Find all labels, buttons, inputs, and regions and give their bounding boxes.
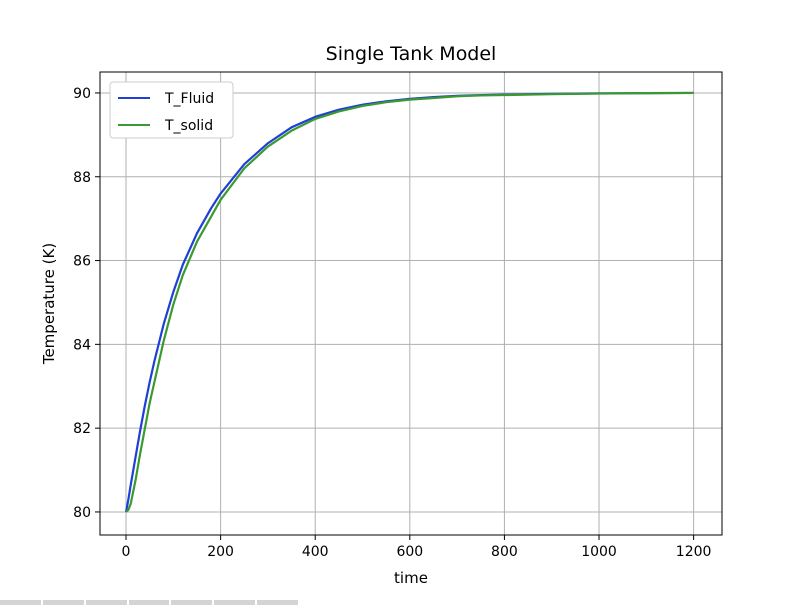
toolbar-segment [128, 600, 170, 605]
plot-frame [99, 71, 723, 536]
x-tick-label: 600 [396, 544, 423, 560]
y-axis-ticks: 80 82 84 86 88 90 [73, 86, 100, 521]
toolbar-segment [171, 600, 213, 605]
bottom-toolbar-strip [0, 600, 300, 605]
legend-label-t-solid: T_solid [164, 118, 213, 134]
grid [100, 72, 722, 535]
series-lines [124, 91, 694, 513]
y-tick-label: 88 [73, 170, 91, 186]
toolbar-segment [257, 600, 299, 605]
y-axis-label: Temperature (K) [40, 243, 58, 365]
legend-label-t-fluid: T_Fluid [164, 91, 214, 107]
y-tick-label: 86 [73, 254, 91, 270]
chart-title: Single Tank Model [326, 43, 497, 65]
toolbar-segment [85, 600, 127, 605]
y-tick-label: 84 [73, 337, 91, 353]
x-axis-label: time [394, 569, 428, 587]
y-tick-label: 90 [73, 86, 91, 102]
series-line-t-solid [125, 91, 694, 513]
x-tick-label: 200 [207, 544, 234, 560]
x-tick-label: 1000 [581, 544, 617, 560]
toolbar-segment [42, 600, 84, 605]
x-tick-label: 800 [491, 544, 518, 560]
toolbar-segment [214, 600, 256, 605]
y-tick-label: 82 [73, 421, 91, 437]
legend: T_Fluid T_solid [109, 81, 234, 139]
x-tick-label: 1200 [676, 544, 712, 560]
x-tick-label: 0 [122, 544, 131, 560]
x-axis-ticks: 0 200 400 600 800 1000 1200 [122, 535, 712, 560]
toolbar-segment [0, 600, 41, 605]
x-tick-label: 400 [302, 544, 329, 560]
y-tick-label: 80 [73, 505, 91, 521]
